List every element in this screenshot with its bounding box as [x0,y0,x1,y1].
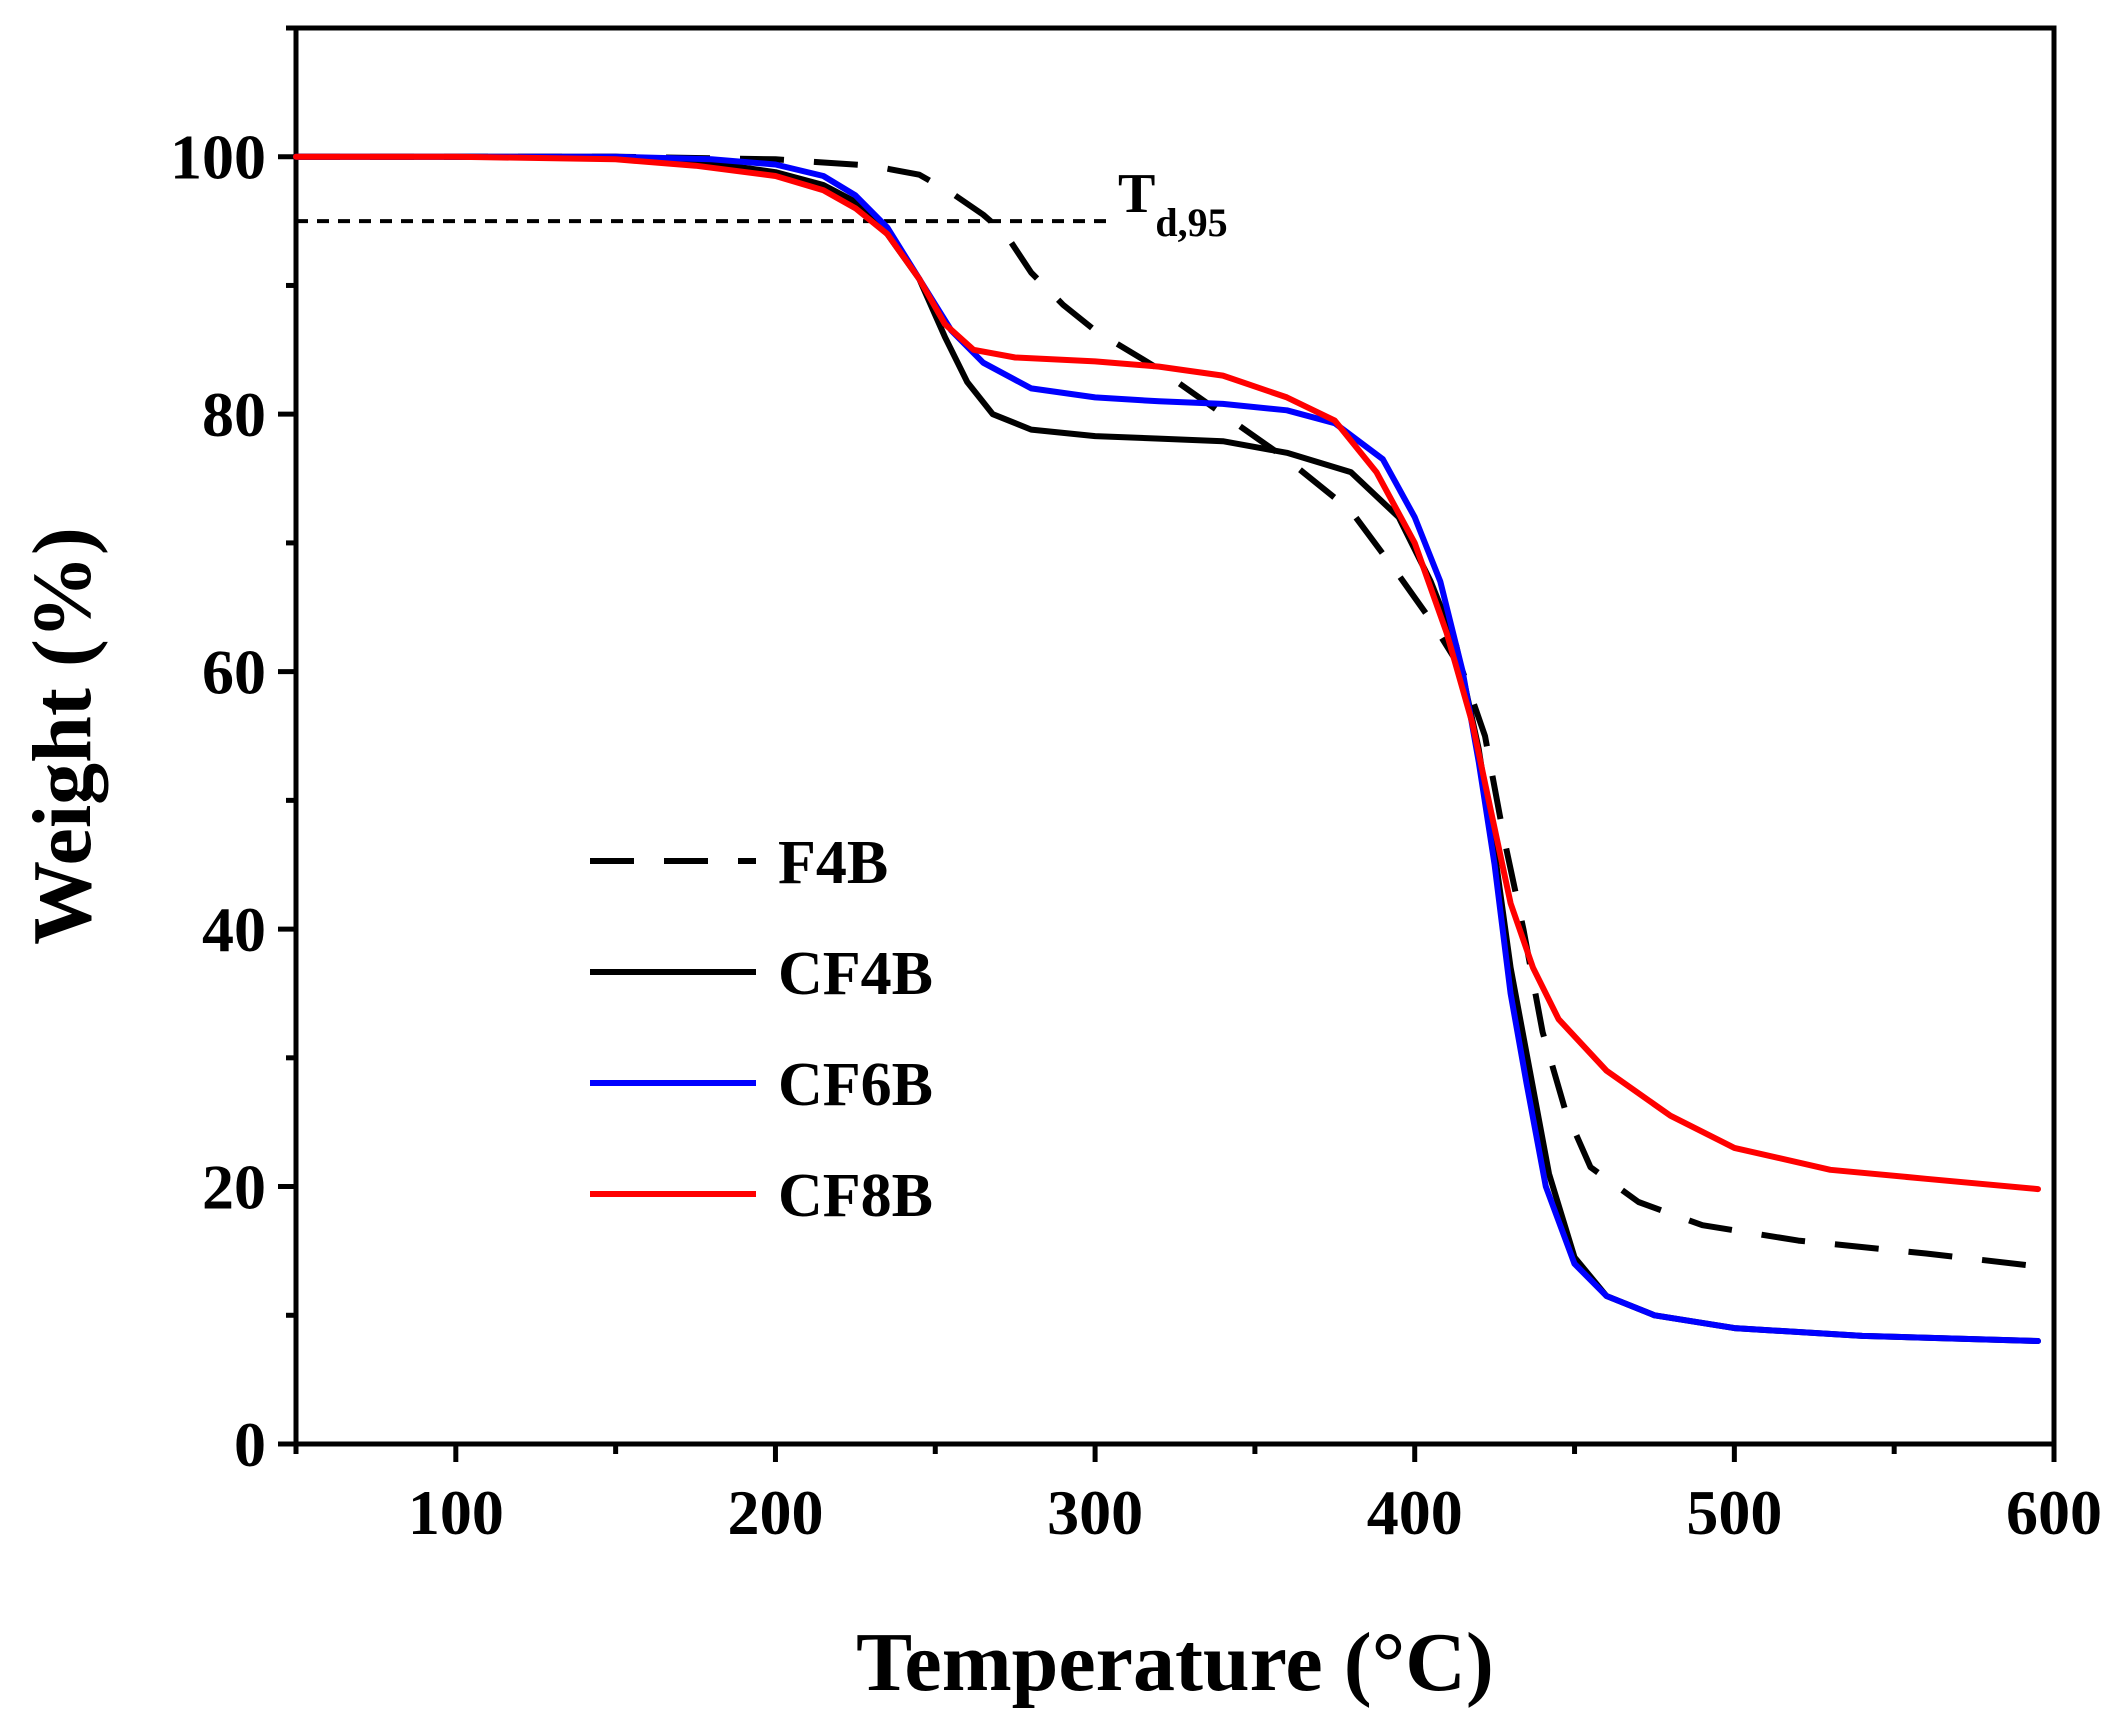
legend-label-cf8b: CF8B [778,1162,933,1230]
legend-label-cf6b: CF6B [778,1051,933,1119]
legend: F4B CF4B CF6B CF8B [590,829,933,1230]
series-f4b-line [296,153,2039,1270]
series-cf8b-line [293,153,2041,1193]
x-tick-label: 400 [1367,1477,1463,1548]
td95-annotation-subscript: d,95 [1155,200,1227,245]
x-tick-label: 300 [1047,1477,1143,1548]
y-tick-label: 100 [170,122,266,193]
y-tick-label: 80 [202,379,266,450]
legend-label-cf4b: CF4B [778,940,933,1008]
y-tick-label: 0 [234,1409,266,1480]
x-tick-label: 600 [2006,1477,2102,1548]
y-axis-title: Weight (%) [16,527,109,945]
x-axis-title: Temperature (°C) [856,1616,1494,1709]
td95-annotation: Td,95 [1118,163,1228,245]
series-cf4b-line [293,153,2041,1344]
x-tick-label: 500 [1686,1477,1782,1548]
legend-label-f4b: F4B [778,829,888,897]
series-group [293,153,2041,1344]
y-tick-label: 60 [202,637,266,708]
plot-frame [293,25,2057,1447]
x-tick-label: 100 [408,1477,504,1548]
x-tick-label: 200 [727,1477,823,1548]
y-tick-label: 20 [202,1152,266,1223]
axis-ticks: 100 200 300 400 500 600 0 20 40 60 80 100 [170,25,2102,1548]
td95-annotation-base: T [1118,163,1155,225]
series-cf6b-line [293,153,2041,1344]
y-tick-label: 40 [202,894,266,965]
